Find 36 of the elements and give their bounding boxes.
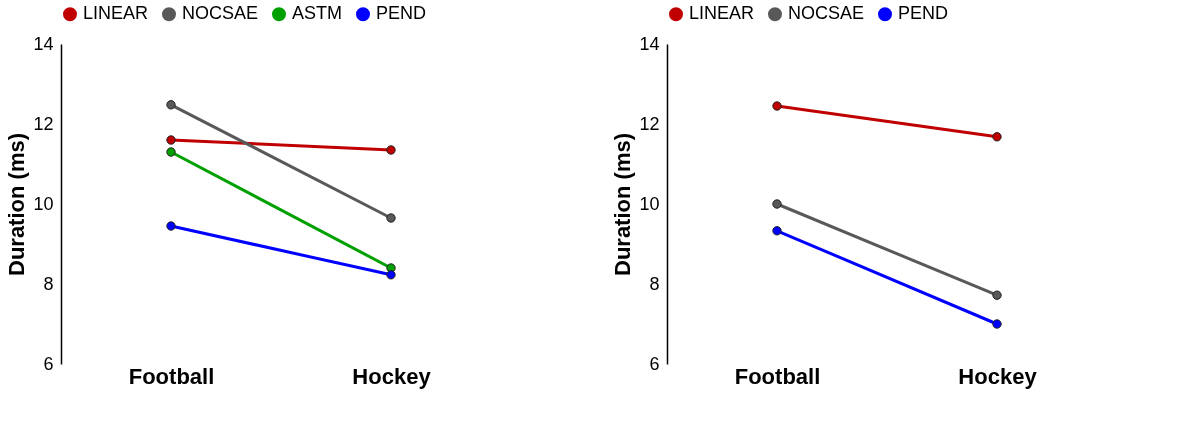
- legend-label: NOCSAE: [182, 3, 259, 24]
- y-tick-label: 14: [639, 33, 660, 54]
- y-tick-label: 12: [639, 113, 660, 134]
- point: [772, 226, 782, 236]
- y-tick-label: 10: [33, 193, 54, 214]
- point: [386, 213, 396, 223]
- point: [166, 221, 176, 231]
- legend-label: PEND: [376, 3, 427, 24]
- legend-label: PEND: [898, 3, 949, 24]
- point: [166, 147, 176, 157]
- y-tick-label: 6: [649, 353, 660, 374]
- point: [166, 100, 176, 110]
- y-axis-title: Duration (ms): [4, 133, 30, 276]
- x-tick-label: Hockey: [352, 363, 432, 389]
- x-tick-label: Football: [734, 363, 821, 389]
- y-tick-label: 12: [33, 113, 54, 134]
- point: [386, 145, 396, 155]
- x-tick-label: Football: [128, 363, 215, 389]
- legend-label: NOCSAE: [788, 3, 865, 24]
- y-tick-label: 8: [649, 273, 660, 294]
- point: [992, 290, 1002, 300]
- point: [772, 199, 782, 209]
- point: [772, 101, 782, 111]
- point: [992, 132, 1002, 142]
- y-axis-title: Duration (ms): [610, 133, 636, 276]
- point: [992, 319, 1002, 329]
- y-tick-label: 8: [43, 273, 54, 294]
- y-tick-label: 6: [43, 353, 54, 374]
- legend-label: LINEAR: [689, 3, 755, 24]
- point: [386, 270, 396, 280]
- legend-label: LINEAR: [83, 3, 149, 24]
- point: [166, 135, 176, 145]
- y-tick-label: 14: [33, 33, 54, 54]
- x-tick-label: Hockey: [958, 363, 1038, 389]
- y-tick-label: 10: [639, 193, 660, 214]
- legend-label: ASTM: [292, 3, 343, 24]
